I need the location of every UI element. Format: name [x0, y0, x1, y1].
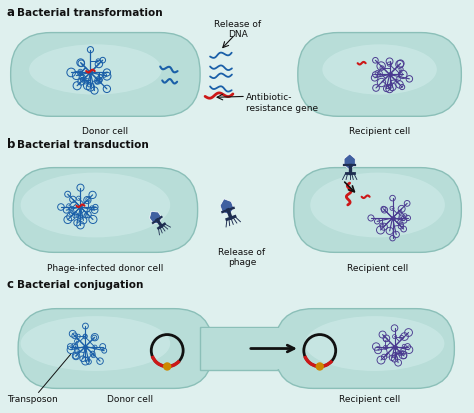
FancyBboxPatch shape: [18, 309, 212, 389]
FancyBboxPatch shape: [275, 309, 455, 389]
Ellipse shape: [21, 316, 170, 371]
Polygon shape: [220, 199, 234, 215]
Text: Recipient cell: Recipient cell: [347, 263, 408, 272]
Text: Donor cell: Donor cell: [107, 394, 154, 404]
Text: Release of
phage: Release of phage: [219, 247, 265, 267]
Circle shape: [164, 363, 171, 370]
FancyBboxPatch shape: [298, 33, 461, 117]
Text: Recipient cell: Recipient cell: [339, 394, 400, 404]
Polygon shape: [200, 327, 285, 370]
Text: b: b: [7, 138, 15, 151]
Text: Bacterial transformation: Bacterial transformation: [17, 7, 162, 18]
FancyBboxPatch shape: [11, 33, 200, 117]
Circle shape: [316, 363, 323, 370]
Text: Antibiotic-
resistance gene: Antibiotic- resistance gene: [246, 93, 318, 112]
Polygon shape: [344, 154, 355, 171]
Text: Release of
DNA: Release of DNA: [214, 19, 262, 39]
Text: Recipient cell: Recipient cell: [349, 127, 410, 136]
Text: Bacterial conjugation: Bacterial conjugation: [17, 279, 143, 289]
Text: Bacterial transduction: Bacterial transduction: [17, 140, 148, 150]
Text: Transposon: Transposon: [7, 394, 57, 404]
FancyBboxPatch shape: [294, 168, 461, 253]
Text: a: a: [7, 6, 15, 19]
Ellipse shape: [21, 173, 170, 238]
Ellipse shape: [305, 316, 445, 371]
Polygon shape: [149, 212, 162, 224]
Bar: [202, 328, 283, 370]
Ellipse shape: [310, 173, 445, 238]
FancyBboxPatch shape: [13, 168, 198, 253]
Ellipse shape: [29, 45, 162, 95]
Ellipse shape: [322, 45, 437, 95]
Text: c: c: [7, 277, 14, 290]
Text: Phage-infected donor cell: Phage-infected donor cell: [47, 263, 164, 272]
Text: Donor cell: Donor cell: [82, 127, 128, 136]
